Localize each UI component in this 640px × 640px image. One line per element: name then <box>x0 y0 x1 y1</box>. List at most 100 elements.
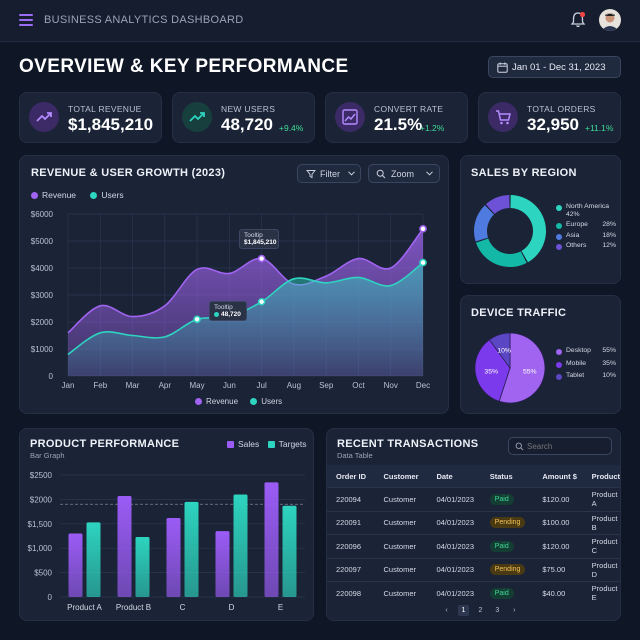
pagination-page-3[interactable]: 3 <box>495 607 500 614</box>
donut-slice <box>474 205 494 242</box>
status-badge: Pending <box>489 517 526 529</box>
pagination-page-1[interactable]: 1 <box>457 605 469 616</box>
card-title: RECENT TRANSACTIONS <box>337 438 479 450</box>
series-line-revenue <box>67 228 424 334</box>
column-header-status[interactable]: Status <box>481 465 534 488</box>
legend-item-users[interactable]: Users <box>250 397 282 406</box>
legend-value: 12% <box>602 242 616 249</box>
x-tick-label: C <box>180 603 186 612</box>
table-row[interactable]: 220091 Customer 04/01/2023 Pending $100.… <box>327 510 620 535</box>
x-tick-label: Oct <box>352 381 365 390</box>
avatar[interactable] <box>599 9 621 31</box>
search-input[interactable] <box>527 440 607 452</box>
legend-item-targets[interactable]: Targets <box>267 439 307 449</box>
cell-amount: $100.00 <box>533 510 583 535</box>
zoom-button[interactable]: Zoom <box>368 164 440 183</box>
y-tick-label: 0 <box>49 372 54 381</box>
legend-item[interactable]: Tablet 10% <box>556 372 618 385</box>
column-header-amount[interactable]: Amount $ <box>533 465 582 488</box>
bar-targets <box>86 522 101 597</box>
bar-chart-legend: Sales Targets <box>227 439 307 449</box>
x-tick-label: Nov <box>384 381 398 390</box>
card-title: SALES BY REGION <box>471 167 577 179</box>
search-icon <box>515 442 524 451</box>
cell-product: Product E <box>582 581 620 605</box>
tooltip-title: Tooltip <box>214 304 233 311</box>
legend-item-revenue[interactable]: Revenue <box>195 397 238 406</box>
app-title: BUSINESS ANALYTICS DASHBOARD <box>44 14 244 26</box>
legend-item[interactable]: Others 12% <box>556 242 618 253</box>
cell-date: 04/01/2023 <box>427 487 481 511</box>
x-tick-label: Jul <box>257 381 267 390</box>
zoom-label: Zoom <box>391 169 415 179</box>
status-badge: Paid <box>489 587 514 599</box>
table-row[interactable]: 220097 Customer 04/01/2023 Pending $75.0… <box>327 557 620 582</box>
legend-label: Targets <box>278 439 307 449</box>
cell-customer: Customer <box>374 534 428 558</box>
y-tick-label: $4000 <box>31 264 54 273</box>
cell-status: Paid <box>480 487 534 511</box>
column-header-customer[interactable]: Customer <box>374 465 427 488</box>
date-range-picker[interactable]: Jan 01 - Dec 31, 2023 <box>488 56 621 78</box>
device-legend: Desktop 55% Mobile 35% Tablet 10% <box>556 347 618 385</box>
legend-item[interactable]: Asia 18% <box>556 232 618 243</box>
pagination-prev-button[interactable]: ‹ <box>445 607 448 614</box>
table-row[interactable]: 220096 Customer 04/01/2023 Paid $120.00 … <box>327 534 620 558</box>
calendar-icon <box>497 62 508 73</box>
y-tick-label: $6000 <box>31 210 54 219</box>
table-header-row: Order ID Customer Date Status Amount $ P… <box>327 465 620 488</box>
region-donut-chart <box>474 195 546 267</box>
column-header-label: Amount $ <box>542 471 577 481</box>
page-title: OVERVIEW & KEY PERFORMANCE <box>19 56 349 77</box>
table-row[interactable]: 220098 Customer 04/01/2023 Paid $40.00 P… <box>327 581 620 605</box>
tooltip-value: 48,720 <box>214 311 246 318</box>
status-badge: Paid <box>489 540 514 552</box>
legend-item[interactable]: North America 42% <box>556 203 618 221</box>
bar-targets <box>184 501 199 597</box>
legend-item-users[interactable]: Users <box>90 190 124 200</box>
bar-sales <box>117 495 132 597</box>
cell-date: 04/01/2023 <box>427 510 481 535</box>
legend-value: 28% <box>602 221 616 228</box>
hamburger-menu-icon[interactable] <box>19 14 33 26</box>
cell-product: Product C <box>582 534 620 558</box>
data-point-users <box>257 297 266 306</box>
legend-item[interactable]: Desktop 55% <box>556 347 618 360</box>
card-title: REVENUE & USER GROWTH (2023) <box>31 167 226 179</box>
x-tick-label: Product A <box>67 603 102 612</box>
x-tick-label: E <box>278 603 283 612</box>
notification-bell-icon[interactable] <box>570 11 586 29</box>
legend-item[interactable]: Europe 28% <box>556 221 618 232</box>
revenue-chart-card: REVENUE & USER GROWTH (2023) Filter Zoom… <box>19 155 449 414</box>
pie-slice-label: 35% <box>484 368 498 375</box>
pie-slice <box>498 332 546 404</box>
legend-item-sales[interactable]: Sales <box>227 439 259 449</box>
pagination-page-2[interactable]: 2 <box>478 607 483 614</box>
data-point-users <box>419 258 427 267</box>
cell-order-id: 220096 <box>327 534 375 558</box>
legend-item[interactable]: Mobile 35% <box>556 360 618 373</box>
y-tick-label: $2000 <box>30 495 53 504</box>
cell-order-id: 220091 <box>327 510 375 535</box>
column-header-product[interactable]: Product <box>583 465 620 488</box>
legend-item-revenue[interactable]: Revenue <box>31 190 76 200</box>
data-point-revenue <box>257 254 266 263</box>
cell-customer: Customer <box>374 557 428 582</box>
pagination-next-button[interactable]: › <box>513 607 516 614</box>
column-header-label: Status <box>489 471 513 481</box>
column-header-date[interactable]: Date <box>427 465 480 488</box>
legend-label: Europe <box>566 221 588 228</box>
card-subtitle: Bar Graph <box>30 451 65 460</box>
filter-button[interactable]: Filter <box>297 164 361 183</box>
legend-swatch <box>556 349 562 355</box>
tooltip-value-text: 48,720 <box>221 311 241 318</box>
legend-label: Users <box>101 190 124 200</box>
kpi-value: $1,845,210 <box>68 115 154 134</box>
search-box[interactable] <box>508 437 612 455</box>
table-row[interactable]: 220094 Customer 04/01/2023 Paid $120.00 … <box>327 487 620 511</box>
column-header-label: Order ID <box>336 471 367 481</box>
bar-sales <box>166 517 181 597</box>
pie-slice <box>488 332 511 370</box>
legend-label: Tablet <box>566 372 585 379</box>
column-header-order-id[interactable]: Order ID <box>327 465 374 488</box>
